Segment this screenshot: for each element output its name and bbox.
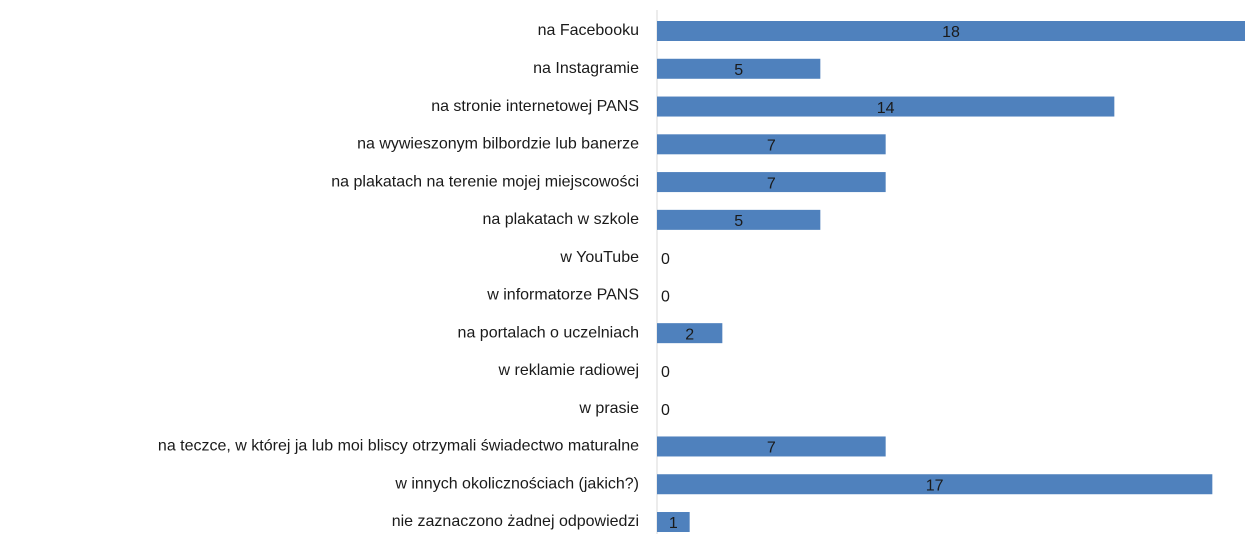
bar (657, 209, 821, 230)
y-tick-label: w innych okolicznościach (jakich?) (394, 475, 639, 492)
bar (657, 134, 886, 155)
data-label: 0 (661, 289, 670, 306)
y-tick-label: na teczce, w której ja lub moi bliscy ot… (158, 438, 639, 455)
data-label: 14 (877, 100, 895, 117)
y-tick-label: na Instagramie (533, 60, 639, 77)
data-label: 5 (734, 62, 743, 79)
y-tick-label: na plakatach na terenie mojej miejscowoś… (331, 173, 639, 190)
y-tick-label: w reklamie radiowej (498, 362, 640, 379)
bar (657, 21, 1245, 41)
bar (657, 96, 1115, 117)
y-tick-label: na portalach o uczelniach (458, 324, 639, 341)
data-label: 1 (669, 515, 678, 532)
data-label: 0 (661, 402, 670, 419)
y-tick-label: na stronie internetowej PANS (431, 98, 639, 115)
y-tick-label: na Facebooku (538, 22, 639, 39)
bar (657, 474, 1213, 495)
data-label: 7 (767, 175, 776, 192)
data-label: 0 (661, 364, 670, 381)
data-label: 7 (767, 440, 776, 457)
data-label: 7 (767, 138, 776, 155)
bar (657, 58, 821, 79)
bar (657, 323, 723, 344)
y-tick-label: w YouTube (559, 249, 639, 266)
data-label: 17 (926, 477, 944, 494)
bar (657, 172, 886, 193)
bar (657, 512, 690, 533)
y-tick-label: na wywieszonym bilbordzie lub banerze (357, 136, 639, 153)
data-label: 2 (685, 326, 694, 343)
y-tick-label: nie zaznaczono żadnej odpowiedzi (392, 513, 639, 530)
y-tick-label: na plakatach w szkole (482, 211, 639, 228)
data-label: 5 (734, 213, 743, 230)
y-tick-label: w informatorze PANS (486, 287, 639, 304)
data-label: 18 (942, 24, 960, 41)
bar (657, 436, 886, 457)
y-tick-label: w prasie (578, 400, 639, 417)
data-label: 0 (661, 251, 670, 268)
